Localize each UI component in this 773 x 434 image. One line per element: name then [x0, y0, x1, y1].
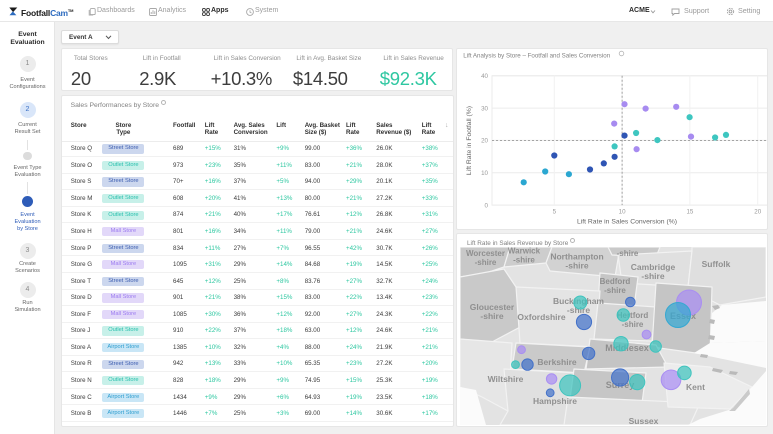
svg-text:Lift Analysis by Store – Footf: Lift Analysis by Store – Footfall and Sa… — [463, 52, 610, 59]
svg-text:40: 40 — [481, 73, 488, 80]
svg-text:20: 20 — [481, 137, 488, 144]
svg-text:Sussex: Sussex — [629, 416, 659, 425]
svg-text:5: 5 — [553, 208, 557, 215]
svg-text:Cambridge: Cambridge — [631, 262, 676, 272]
svg-text:10: 10 — [481, 170, 488, 177]
svg-text:Hampshire: Hampshire — [533, 396, 577, 406]
svg-text:Northampton: Northampton — [550, 252, 603, 262]
svg-text:-shire: -shire — [622, 320, 644, 329]
svg-text:-shire: -shire — [567, 305, 590, 315]
svg-text:Lift Rate in Sales Conversion: Lift Rate in Sales Conversion (%) — [577, 218, 677, 225]
svg-text:Lift Rate in Footfall (%): Lift Rate in Footfall (%) — [466, 105, 473, 174]
svg-text:-shire: -shire — [617, 249, 639, 258]
svg-text:-shire: -shire — [513, 256, 535, 265]
svg-text:Oxfordshire: Oxfordshire — [517, 312, 565, 322]
svg-text:-shire: -shire — [480, 311, 503, 321]
svg-text:Gloucester: Gloucester — [470, 302, 515, 312]
svg-text:20: 20 — [754, 208, 761, 215]
svg-text:30: 30 — [481, 105, 488, 112]
svg-text:-shire: -shire — [641, 271, 664, 281]
svg-text:Suffolk: Suffolk — [702, 259, 731, 269]
svg-text:0: 0 — [485, 202, 489, 209]
svg-text:Hertford: Hertford — [617, 311, 649, 320]
svg-text:Berkshire: Berkshire — [537, 357, 576, 367]
svg-text:-shire: -shire — [565, 261, 588, 271]
svg-text:-shire: -shire — [604, 286, 626, 295]
svg-text:15: 15 — [686, 208, 693, 215]
svg-text:-shire: -shire — [475, 258, 497, 267]
svg-text:Warwick: Warwick — [508, 247, 541, 256]
svg-text:Kent: Kent — [686, 382, 705, 392]
svg-text:Worcester: Worcester — [466, 249, 505, 258]
svg-text:Bedford: Bedford — [600, 277, 631, 286]
svg-text:Wiltshire: Wiltshire — [488, 374, 524, 384]
svg-text:10: 10 — [619, 208, 626, 215]
